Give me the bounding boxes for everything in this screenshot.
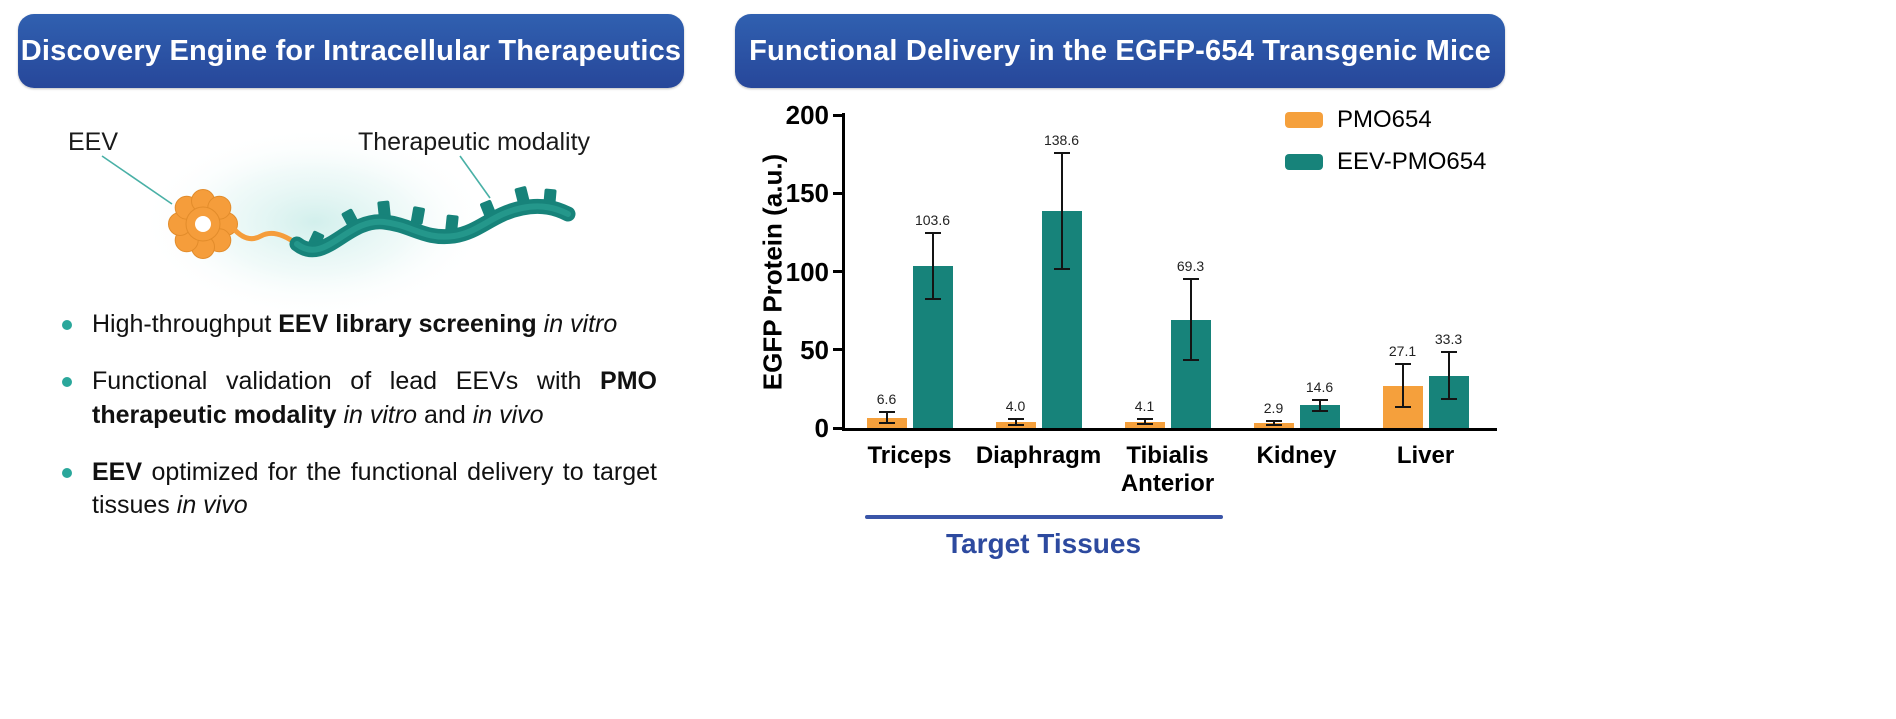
modality-leader-line — [459, 155, 491, 199]
error-bar-cap-bottom — [878, 422, 895, 425]
bullet-dot — [62, 467, 72, 478]
error-bar-cap-bottom — [1007, 423, 1024, 426]
error-bar-line — [1401, 363, 1404, 408]
legend-swatch-pmo654 — [1285, 112, 1323, 128]
y-tick-label: 100 — [785, 256, 829, 287]
error-bar-line — [1272, 421, 1275, 426]
x-category-label: Liver — [1396, 442, 1455, 469]
pmo-ribbon — [289, 186, 576, 258]
y-tick-mark — [833, 426, 842, 430]
right-banner: Functional Delivery in the EGFP-654 Tran… — [735, 14, 1505, 88]
bullet-item: Functional validation of lead EEVs with … — [62, 365, 682, 432]
error-bar-cap-bottom — [1311, 409, 1328, 412]
target-tissues-label: Target Tissues — [945, 528, 1142, 559]
error-bar-cap-bottom — [1136, 423, 1153, 426]
y-tick-mark — [833, 191, 842, 195]
error-bar-line — [1014, 418, 1017, 425]
eev-label: EEV — [68, 128, 119, 156]
error-bar-cap-top — [1007, 417, 1024, 420]
target-tissues-line — [864, 515, 1223, 519]
error-bar-cap-top — [878, 411, 895, 414]
bullet-item: High-throughput EEV library screening in… — [62, 308, 682, 341]
y-tick-label: 50 — [800, 334, 829, 365]
bar-eev-pmo654-kidney — [1299, 405, 1340, 428]
bar-value-label: 4.1 — [1134, 397, 1155, 414]
y-tick-mark — [833, 270, 842, 273]
error-bar-line — [931, 233, 934, 299]
bar-value-label: 138.6 — [1043, 132, 1080, 149]
error-bar-cap-top — [924, 232, 941, 234]
error-bar-cap-top — [1136, 417, 1153, 420]
y-axis-title: EGFP Protein (a.u.) — [757, 153, 787, 390]
error-bar-line — [1447, 352, 1450, 400]
error-bar-cap-bottom — [1265, 424, 1282, 427]
bullet-list: High-throughput EEV library screening in… — [62, 308, 682, 546]
bullet-item: EEV optimized for the functional deliver… — [62, 456, 682, 523]
therapeutic-modality-label: Therapeutic modality — [358, 128, 591, 156]
legend-label-pmo654: PMO654 — [1337, 106, 1432, 133]
y-tick-mark — [833, 113, 842, 117]
error-bar-cap-top — [1440, 351, 1457, 354]
y-tick-label: 150 — [785, 178, 829, 209]
error-bar-cap-bottom — [1053, 267, 1070, 270]
bullet-text: EEV optimized for the functional deliver… — [92, 457, 657, 519]
left-banner: Discovery Engine for Intracellular Thera… — [18, 14, 684, 88]
bar-value-label: 14.6 — [1305, 378, 1334, 395]
left-panel-title: Discovery Engine for Intracellular Thera… — [20, 34, 682, 67]
error-bar-cap-bottom — [1394, 406, 1411, 409]
bullet-dot — [62, 320, 72, 330]
error-bar-cap-top — [1265, 420, 1282, 423]
error-bar-cap-bottom — [924, 297, 941, 300]
error-bar-line — [1060, 153, 1063, 269]
bullet-dot — [62, 377, 72, 388]
x-axis-line — [842, 428, 1497, 431]
y-tick-mark — [833, 348, 842, 352]
x-category-label: Tibialis Anterior — [1120, 442, 1215, 497]
eev-flower — [168, 189, 238, 259]
bar-value-label: 33.3 — [1434, 331, 1463, 348]
bar-value-label: 4.0 — [1005, 397, 1026, 414]
x-category-label: Kidney — [1256, 442, 1337, 469]
y-tick-label: 0 — [814, 413, 829, 443]
error-bar-cap-top — [1311, 398, 1328, 401]
right-panel-title: Functional Delivery in the EGFP-654 Tran… — [749, 34, 1491, 67]
error-bar-cap-bottom — [1440, 398, 1457, 401]
error-bar-cap-top — [1182, 277, 1199, 280]
egfp-bar-chart: 0 50 100 150 200 EGFP Protein (a.u.) 6.6 4.0 4.1… — [740, 100, 1515, 595]
legend-swatch-eev-pmo654 — [1285, 154, 1323, 170]
legend-label-eev-pmo654: EEV-PMO654 — [1337, 148, 1487, 175]
y-tick-label: 200 — [785, 100, 829, 130]
eev-leader-line — [101, 155, 173, 205]
bar-value-label: 2.9 — [1263, 400, 1284, 417]
error-bar-line — [1318, 399, 1321, 411]
bar-value-label: 6.6 — [876, 391, 897, 408]
error-bar-cap-top — [1394, 362, 1411, 365]
error-bar-line — [1189, 278, 1192, 361]
error-bar-cap-bottom — [1182, 359, 1199, 362]
linker — [231, 226, 299, 247]
error-bar-line — [1143, 418, 1146, 425]
bar-value-label: 27.1 — [1388, 342, 1417, 359]
bar-value-label: 103.6 — [914, 212, 951, 228]
x-category-label: Triceps — [867, 442, 952, 469]
bar-value-label: 69.3 — [1176, 257, 1205, 274]
x-category-label: Diaphragm — [975, 442, 1102, 469]
error-bar-cap-top — [1053, 152, 1070, 155]
eev-diagram: EEV Therapeutic modality — [20, 122, 685, 362]
bullet-text: High-throughput EEV library screening in… — [92, 310, 618, 338]
glow-background — [140, 127, 490, 317]
error-bar-line — [885, 412, 888, 424]
eev-conjugate-illustration — [101, 127, 576, 317]
bullet-text: Functional validation of lead EEVs with … — [92, 367, 657, 429]
y-axis-line — [842, 113, 845, 431]
